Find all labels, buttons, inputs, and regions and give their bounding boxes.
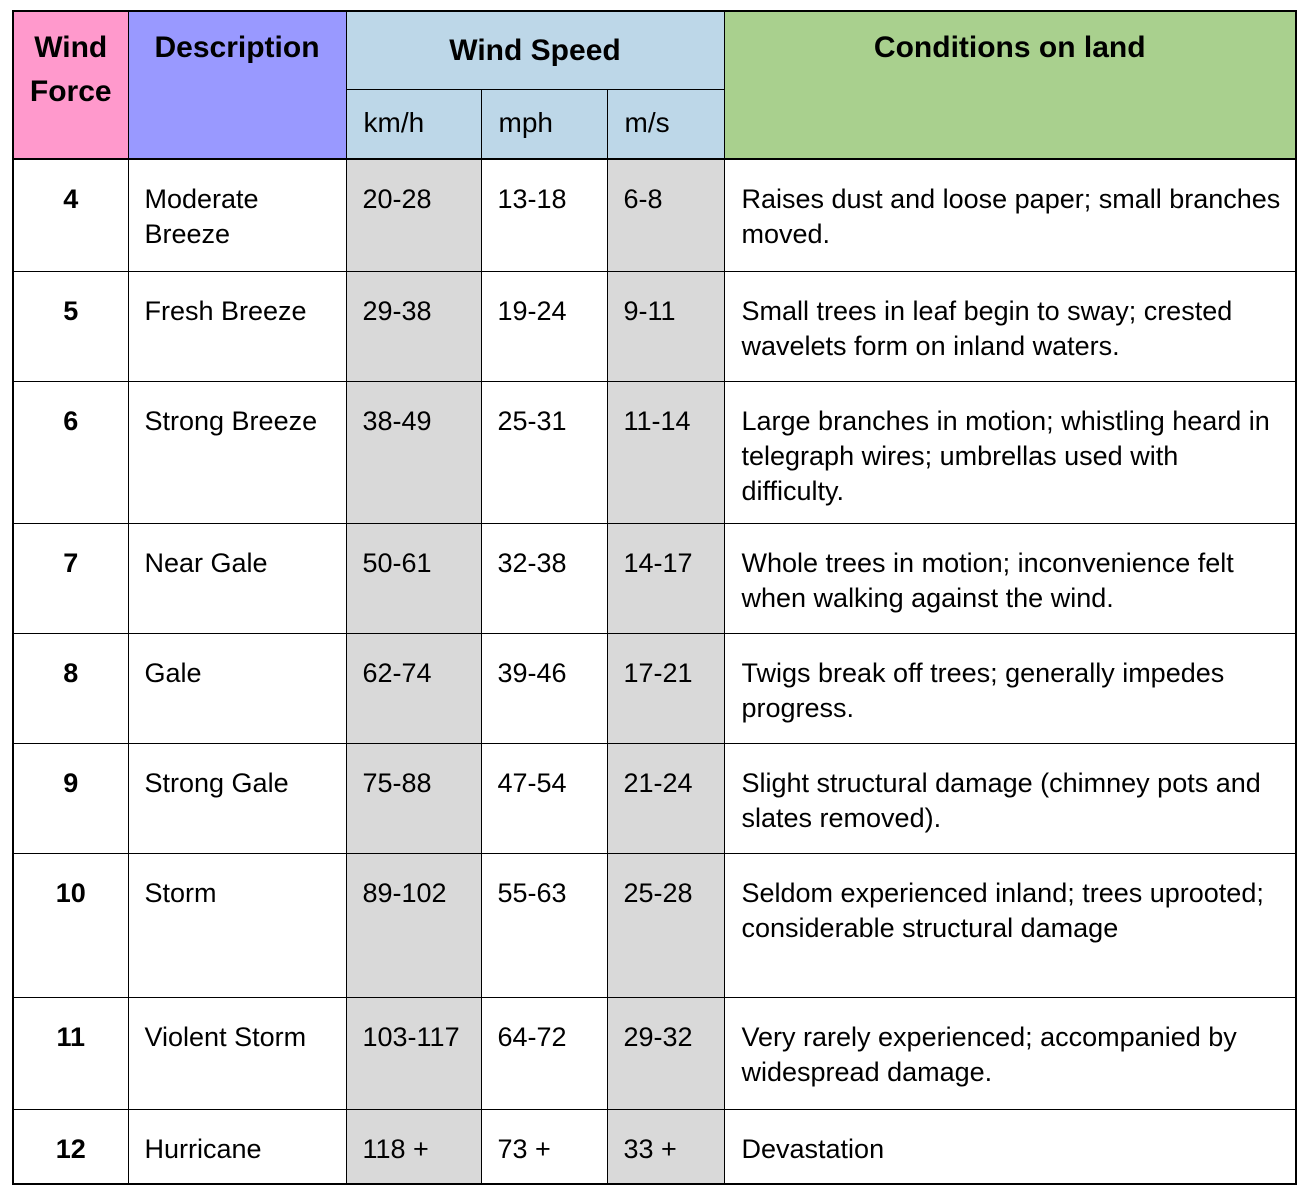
cell-speed-kmh: 20-28 bbox=[345, 158, 482, 272]
cell-speed-kmh: 29-38 bbox=[345, 270, 482, 382]
beaufort-wind-scale-table: Wind Force Description Wind Speed Condit… bbox=[12, 10, 1297, 1185]
cell-conditions: Large branches in motion; whistling hear… bbox=[723, 380, 1297, 524]
cell-speed-ms: 9-11 bbox=[606, 270, 725, 382]
header-unit-mph: mph bbox=[480, 88, 608, 160]
table-header: Wind Force Description Wind Speed Condit… bbox=[12, 10, 1297, 160]
cell-speed-kmh: 62-74 bbox=[345, 632, 482, 744]
cell-conditions: Seldom experienced inland; trees uproote… bbox=[723, 852, 1297, 998]
cell-speed-ms: 29-32 bbox=[606, 996, 725, 1110]
cell-speed-mph: 13-18 bbox=[480, 158, 608, 272]
cell-speed-mph: 25-31 bbox=[480, 380, 608, 524]
table-row: 12 Hurricane 118 +73 +33 + Devastation bbox=[12, 1108, 1297, 1185]
cell-description: Fresh Breeze bbox=[127, 270, 347, 382]
cell-conditions: Twigs break off trees; generally impedes… bbox=[723, 632, 1297, 744]
header-wind-force: Wind Force bbox=[12, 10, 129, 160]
cell-description: Storm bbox=[127, 852, 347, 998]
cell-conditions: Small trees in leaf begin to sway; crest… bbox=[723, 270, 1297, 382]
cell-wind-force: 11 bbox=[12, 996, 129, 1110]
cell-wind-force: 4 bbox=[12, 158, 129, 272]
cell-description: Gale bbox=[127, 632, 347, 744]
cell-speed-kmh: 118 + bbox=[345, 1108, 482, 1185]
cell-speed-kmh: 103-117 bbox=[345, 996, 482, 1110]
cell-conditions: Very rarely experienced; accompanied by … bbox=[723, 996, 1297, 1110]
header-description: Description bbox=[127, 10, 347, 160]
cell-description: Strong Gale bbox=[127, 742, 347, 854]
cell-speed-ms: 6-8 bbox=[606, 158, 725, 272]
cell-speed-ms: 33 + bbox=[606, 1108, 725, 1185]
cell-speed-mph: 19-24 bbox=[480, 270, 608, 382]
table-row: 4 Moderate Breeze 20-28 13-18 6-8 Raises dust… bbox=[12, 158, 1297, 272]
cell-wind-force: 8 bbox=[12, 632, 129, 744]
cell-description: Near Gale bbox=[127, 522, 347, 634]
cell-speed-ms: 21-24 bbox=[606, 742, 725, 854]
cell-conditions: Slight structural damage (chimney pots a… bbox=[723, 742, 1297, 854]
cell-speed-ms: 11-14 bbox=[606, 380, 725, 524]
cell-speed-ms: 25-28 bbox=[606, 852, 725, 998]
cell-wind-force: 7 bbox=[12, 522, 129, 634]
cell-speed-mph: 64-72 bbox=[480, 996, 608, 1110]
cell-conditions: Whole trees in motion; inconvenience fel… bbox=[723, 522, 1297, 634]
cell-conditions: Devastation bbox=[723, 1108, 1297, 1185]
cell-wind-force: 9 bbox=[12, 742, 129, 854]
cell-speed-mph: 32-38 bbox=[480, 522, 608, 634]
cell-speed-mph: 73 + bbox=[480, 1108, 608, 1185]
table-row: 8 Gale 62-74 39-46 17-21 Twigs break off tree… bbox=[12, 632, 1297, 744]
cell-conditions: Raises dust and loose paper; small branc… bbox=[723, 158, 1297, 272]
cell-description: Hurricane bbox=[127, 1108, 347, 1185]
table-row: 11 Violent Storm 103-117 64-72 29-32 Very rar… bbox=[12, 996, 1297, 1110]
cell-speed-mph: 39-46 bbox=[480, 632, 608, 744]
table-row: 7 Near Gale 50-61 32-38 14-17 Whole trees in … bbox=[12, 522, 1297, 634]
table-row: 10 Storm 89-102 55-63 25-28 Seldom experience… bbox=[12, 852, 1297, 998]
cell-description: Violent Storm bbox=[127, 996, 347, 1110]
cell-description: Moderate Breeze bbox=[127, 158, 347, 272]
header-wind-speed: Wind Speed bbox=[345, 10, 725, 90]
header-conditions-on-land: Conditions on land bbox=[723, 10, 1297, 160]
cell-speed-kmh: 50-61 bbox=[345, 522, 482, 634]
cell-speed-mph: 47-54 bbox=[480, 742, 608, 854]
header-unit-ms: m/s bbox=[606, 88, 725, 160]
table-row: 6 Strong Breeze 38-49 25-31 11-14 Large branc… bbox=[12, 380, 1297, 524]
cell-description: Strong Breeze bbox=[127, 380, 347, 524]
cell-speed-kmh: 38-49 bbox=[345, 380, 482, 524]
table-row: 9 Strong Gale 75-88 47-54 21-24 Slight struct… bbox=[12, 742, 1297, 854]
header-unit-kmh: km/h bbox=[345, 88, 482, 160]
table-row: 5 Fresh Breeze 29-38 19-24 9-11 Small trees i… bbox=[12, 270, 1297, 382]
table-body: 4 Moderate Breeze 20-28 13-18 6-8 Raises dust… bbox=[12, 158, 1297, 1185]
cell-speed-kmh: 75-88 bbox=[345, 742, 482, 854]
cell-wind-force: 5 bbox=[12, 270, 129, 382]
cell-speed-mph: 55-63 bbox=[480, 852, 608, 998]
cell-speed-ms: 14-17 bbox=[606, 522, 725, 634]
cell-speed-kmh: 89-102 bbox=[345, 852, 482, 998]
cell-speed-ms: 17-21 bbox=[606, 632, 725, 744]
cell-wind-force: 12 bbox=[12, 1108, 129, 1185]
cell-wind-force: 6 bbox=[12, 380, 129, 524]
cell-wind-force: 10 bbox=[12, 852, 129, 998]
